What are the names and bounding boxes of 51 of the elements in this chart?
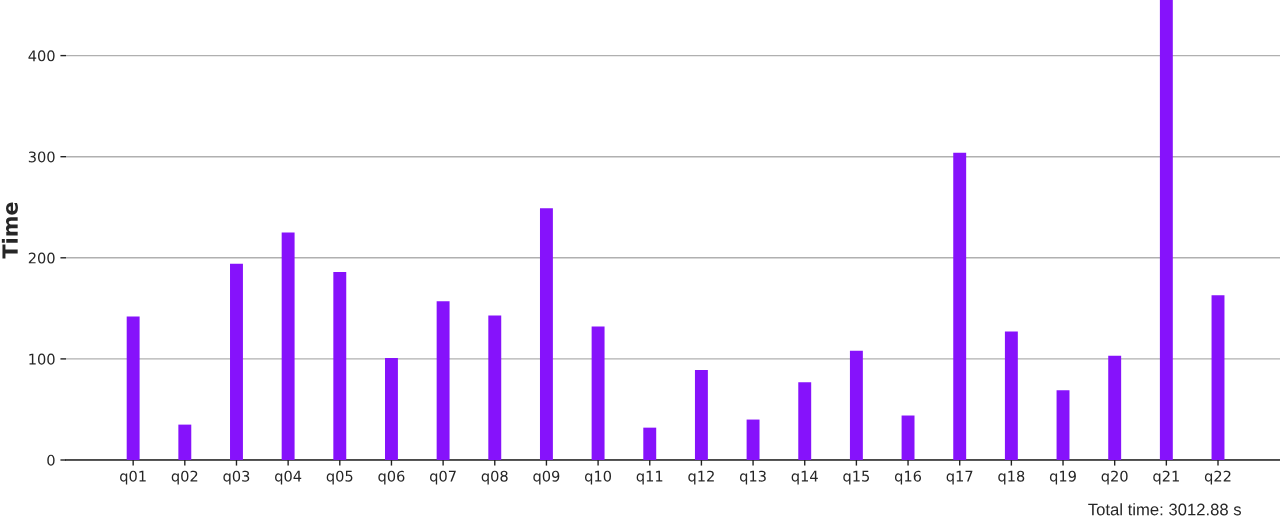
bar bbox=[798, 382, 812, 460]
bar bbox=[1056, 390, 1070, 460]
bar bbox=[1211, 295, 1225, 460]
x-tick-label: q01 bbox=[120, 470, 146, 485]
x-tick-label: q16 bbox=[894, 470, 922, 485]
bar bbox=[178, 424, 192, 460]
y-axis-title: Time bbox=[1, 202, 18, 259]
bar bbox=[385, 357, 398, 460]
bar bbox=[281, 232, 295, 460]
x-tick-label: q09 bbox=[533, 470, 560, 485]
x-tick-label: q12 bbox=[688, 470, 714, 485]
bar bbox=[643, 427, 657, 460]
bar bbox=[953, 152, 967, 460]
x-tick-label: q22 bbox=[1204, 470, 1231, 485]
bar bbox=[901, 415, 915, 460]
x-tick-label: q04 bbox=[275, 470, 302, 485]
bar bbox=[591, 326, 605, 460]
x-tick-label: q14 bbox=[791, 470, 818, 485]
bar bbox=[1004, 331, 1018, 460]
bar bbox=[849, 350, 863, 460]
y-tick-label: 400 bbox=[28, 50, 55, 62]
x-tick-label: q18 bbox=[998, 470, 1025, 485]
x-tick-label: q21 bbox=[1153, 470, 1179, 485]
y-tick-label: 300 bbox=[28, 151, 55, 163]
bar bbox=[539, 208, 553, 460]
y-tick-label: 100 bbox=[29, 353, 55, 365]
bar bbox=[1108, 355, 1122, 460]
bar bbox=[126, 316, 140, 460]
y-tick-label: 200 bbox=[28, 252, 55, 264]
x-tick-label: q13 bbox=[739, 470, 766, 485]
bar bbox=[746, 419, 760, 460]
x-tick-label: q19 bbox=[1049, 470, 1076, 485]
bar bbox=[436, 301, 450, 460]
x-tick-label: q11 bbox=[636, 470, 663, 485]
x-tick-label: q17 bbox=[946, 470, 973, 485]
bar bbox=[230, 263, 243, 460]
x-tick-label: q06 bbox=[378, 470, 405, 485]
x-tick-label: q20 bbox=[1101, 470, 1128, 485]
x-tick-label: q10 bbox=[584, 470, 612, 485]
bar bbox=[1159, 0, 1173, 460]
x-tick-label: q08 bbox=[481, 470, 508, 485]
y-tick-label: 0 bbox=[47, 454, 55, 466]
bar bbox=[333, 271, 347, 460]
text: Total time: 3012.88 s bbox=[1088, 503, 1242, 516]
x-tick-label: q05 bbox=[326, 470, 353, 485]
x-tick-label: q03 bbox=[223, 470, 250, 485]
bar bbox=[694, 370, 708, 460]
x-tick-label: q07 bbox=[430, 470, 456, 485]
bar bbox=[488, 315, 502, 460]
x-tick-label: q02 bbox=[171, 470, 198, 485]
x-tick-label: q15 bbox=[843, 470, 870, 485]
